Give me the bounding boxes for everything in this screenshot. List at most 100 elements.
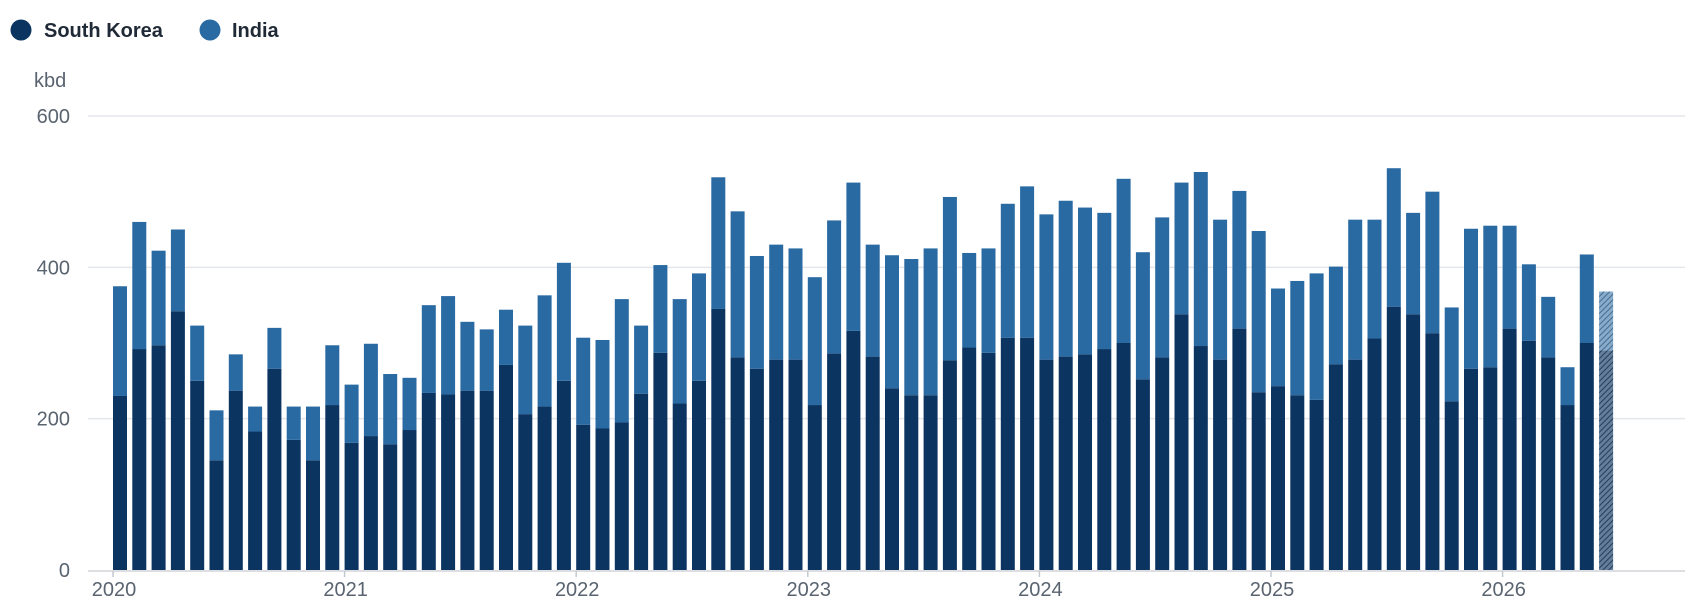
bar-india [1213,219,1228,360]
bar-south-korea [885,388,899,570]
bar-india [1348,219,1363,360]
x-axis: 2020 2021 2022 2023 2024 2025 2026 [88,570,1685,601]
x-tick-label: 2021 [323,579,368,598]
bar-india [749,255,764,369]
bar-india [692,273,706,381]
bar-india [209,410,224,461]
bar-india [865,244,880,357]
bar-india [827,220,842,354]
bar-south-korea [846,330,861,570]
y-tick-label: 600 [37,106,70,128]
bar-south-korea [556,380,571,570]
x-tick-label: 2024 [1018,579,1063,598]
bar-south-korea [865,356,880,570]
bar-india [556,262,571,381]
bar-south-korea [383,444,398,570]
bar-south-korea [672,403,687,570]
bar-india [402,377,417,431]
bar-india [846,182,861,331]
bar-south-korea [923,395,938,570]
bar-india [344,384,359,443]
bar-india [1116,178,1131,343]
bar-south-korea [479,390,494,570]
bar-india [595,339,610,429]
bar-south-korea [1116,343,1131,570]
bar-india [306,406,320,461]
bar-south-korea [325,405,340,570]
legend-label-india: India [232,20,280,42]
bar-india [228,354,243,391]
bar-india [1560,367,1575,406]
bar-india [1097,212,1112,350]
bar-south-korea [749,368,764,570]
y-tick-label: 0 [59,560,70,582]
bar-india [1000,203,1015,338]
bar-india [576,337,591,425]
bar-south-korea [788,359,803,570]
bar-india [672,299,687,404]
bar-india [1309,273,1324,400]
bar-india [614,299,629,423]
bar-india [769,244,784,360]
bar-south-korea [170,311,185,570]
bar-india [1174,182,1189,315]
bar-south-korea [460,390,475,570]
bar-forecast-hatch [1599,291,1614,570]
bar-south-korea [421,392,436,570]
bar-south-korea [1444,401,1459,570]
bar-india [1251,231,1266,393]
bar-india [711,177,726,309]
legend-item-south-korea[interactable]: South Korea [10,19,164,43]
bar-south-korea [1386,306,1401,570]
bar-india [1367,219,1382,339]
bar-south-korea [1367,338,1382,570]
bar-india [1232,190,1247,329]
bar-india [267,327,282,369]
bar-india [923,248,938,396]
bar-south-korea [1560,405,1575,570]
bar-south-korea [1271,386,1285,570]
bar-india [325,345,340,406]
bar-india [807,277,822,406]
legend-marker-india [199,19,221,41]
bar-south-korea [1174,314,1189,570]
bar-south-korea [692,380,706,570]
legend-item-india[interactable]: India [199,19,280,43]
bar-south-korea [1039,359,1054,570]
bar-india [537,295,552,407]
bar-india [286,406,301,440]
bar-south-korea [1135,379,1150,570]
bar-india [1406,212,1421,315]
bar-india [460,321,475,391]
bar-south-korea [576,424,591,570]
bar-south-korea [769,359,784,570]
y-axis-ticks: 0 200 400 600 [37,106,70,582]
bar-india [1193,171,1208,347]
bar-south-korea [1213,359,1228,570]
bar-south-korea [653,352,668,570]
bar-india [383,374,398,445]
bar-south-korea [1541,357,1556,570]
bar-south-korea [402,430,417,570]
bar-south-korea [807,405,822,570]
bar-south-korea [1020,337,1035,570]
bar-south-korea [151,345,166,570]
bar-south-korea [228,390,243,570]
bar-india [499,309,513,365]
bar-south-korea [113,395,127,570]
bar-india [788,248,803,360]
y-tick-label: 200 [37,409,70,431]
bar-india [170,229,185,312]
bar-south-korea [441,394,456,570]
bar-india [151,250,166,346]
bar-south-korea [267,368,282,570]
bar-south-korea [942,360,957,570]
bar-south-korea [614,422,629,570]
bar-india [518,325,533,415]
bar-south-korea [363,436,378,570]
bar-india [1579,254,1594,343]
bar-south-korea [1521,340,1536,570]
bar-south-korea [827,353,842,570]
bar-india [248,406,263,432]
bar-india [113,286,127,396]
